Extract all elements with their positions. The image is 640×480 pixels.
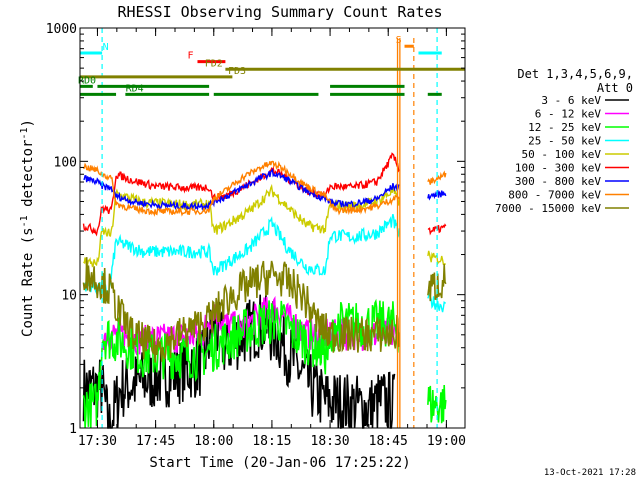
legend-label-4: 50 - 100 keV [522, 148, 602, 161]
flag-label-f: F [187, 51, 193, 62]
flag-label-rd0: RD0 [78, 75, 96, 86]
flag-label-rd4: RD4 [126, 83, 144, 94]
legend-label-2: 12 - 25 keV [528, 121, 601, 134]
y-tick-label-3: 1000 [46, 22, 77, 37]
x-axis: 17:30 17:45 18:00 18:15 18:30 18:45 19:00 [78, 28, 466, 449]
y-axis-label: Count Rate (s-1 detector-1) [19, 119, 36, 337]
plot-frame [79, 27, 466, 429]
x-tick-label-2: 18:00 [194, 434, 233, 449]
flag-label-s: S [396, 35, 402, 46]
x-axis-label: Start Time (20-Jan-06 17:25:22) [149, 455, 410, 471]
legend-attenuator: Att 0 [597, 81, 633, 95]
y-tick-label-0: 1 [69, 422, 77, 437]
flag-label-n: N [103, 42, 109, 53]
legend-title: Det 1,3,4,5,6,9, [517, 67, 633, 81]
series-line-3 [82, 213, 446, 313]
generation-timestamp: 13-Oct-2021 17:28 [544, 468, 636, 478]
legend-label-7: 800 - 7000 keV [508, 189, 601, 202]
flag-label-fd3: FD3 [228, 66, 246, 77]
plot-area: N S F FD2 FD3 RD0 RD4 [78, 28, 465, 429]
legend-label-5: 100 - 300 keV [515, 162, 601, 175]
x-tick-label-5: 18:45 [369, 434, 408, 449]
legend-label-1: 6 - 12 keV [535, 108, 602, 121]
legend-label-6: 300 - 800 keV [515, 175, 601, 188]
series-line-7 [82, 160, 447, 217]
series-line-2 [82, 298, 447, 429]
legend-label-3: 25 - 50 keV [528, 135, 601, 148]
y-tick-label-1: 10 [61, 289, 77, 304]
x-tick-label-1: 17:45 [136, 434, 175, 449]
y-axis: 1 10 100 1000 [46, 22, 465, 437]
x-tick-label-3: 18:15 [252, 434, 291, 449]
x-tick-label-4: 18:30 [311, 434, 350, 449]
legend-label-8: 7000 - 15000 keV [495, 202, 601, 215]
chart-title: RHESSI Observing Summary Count Rates [117, 3, 442, 21]
x-tick-label-0: 17:30 [78, 434, 117, 449]
flag-label-fd2: FD2 [205, 58, 223, 69]
x-tick-label-6: 19:00 [427, 434, 466, 449]
legend-label-0: 3 - 6 keV [541, 94, 601, 107]
y-tick-label-2: 100 [54, 155, 77, 170]
